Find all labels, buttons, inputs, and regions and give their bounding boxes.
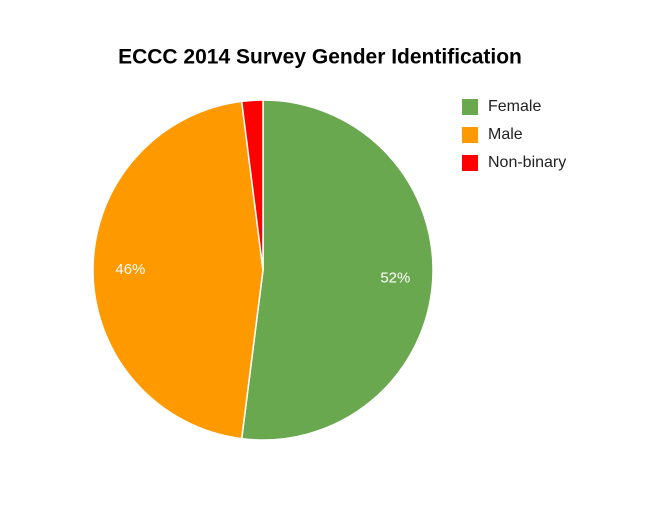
legend-swatch	[462, 155, 478, 171]
chart-title: ECCC 2014 Survey Gender Identification	[118, 46, 522, 69]
legend-label: Male	[488, 126, 523, 143]
legend-swatch	[462, 99, 478, 115]
legend-label: Female	[488, 98, 541, 115]
pie-slice	[240, 99, 434, 441]
legend-label: Non-binary	[488, 154, 566, 171]
pie-slice	[92, 100, 264, 440]
slice-label: 52%	[380, 269, 410, 286]
pie-slice	[240, 99, 264, 271]
slice-label: 46%	[115, 261, 145, 278]
legend-swatch	[462, 127, 478, 143]
